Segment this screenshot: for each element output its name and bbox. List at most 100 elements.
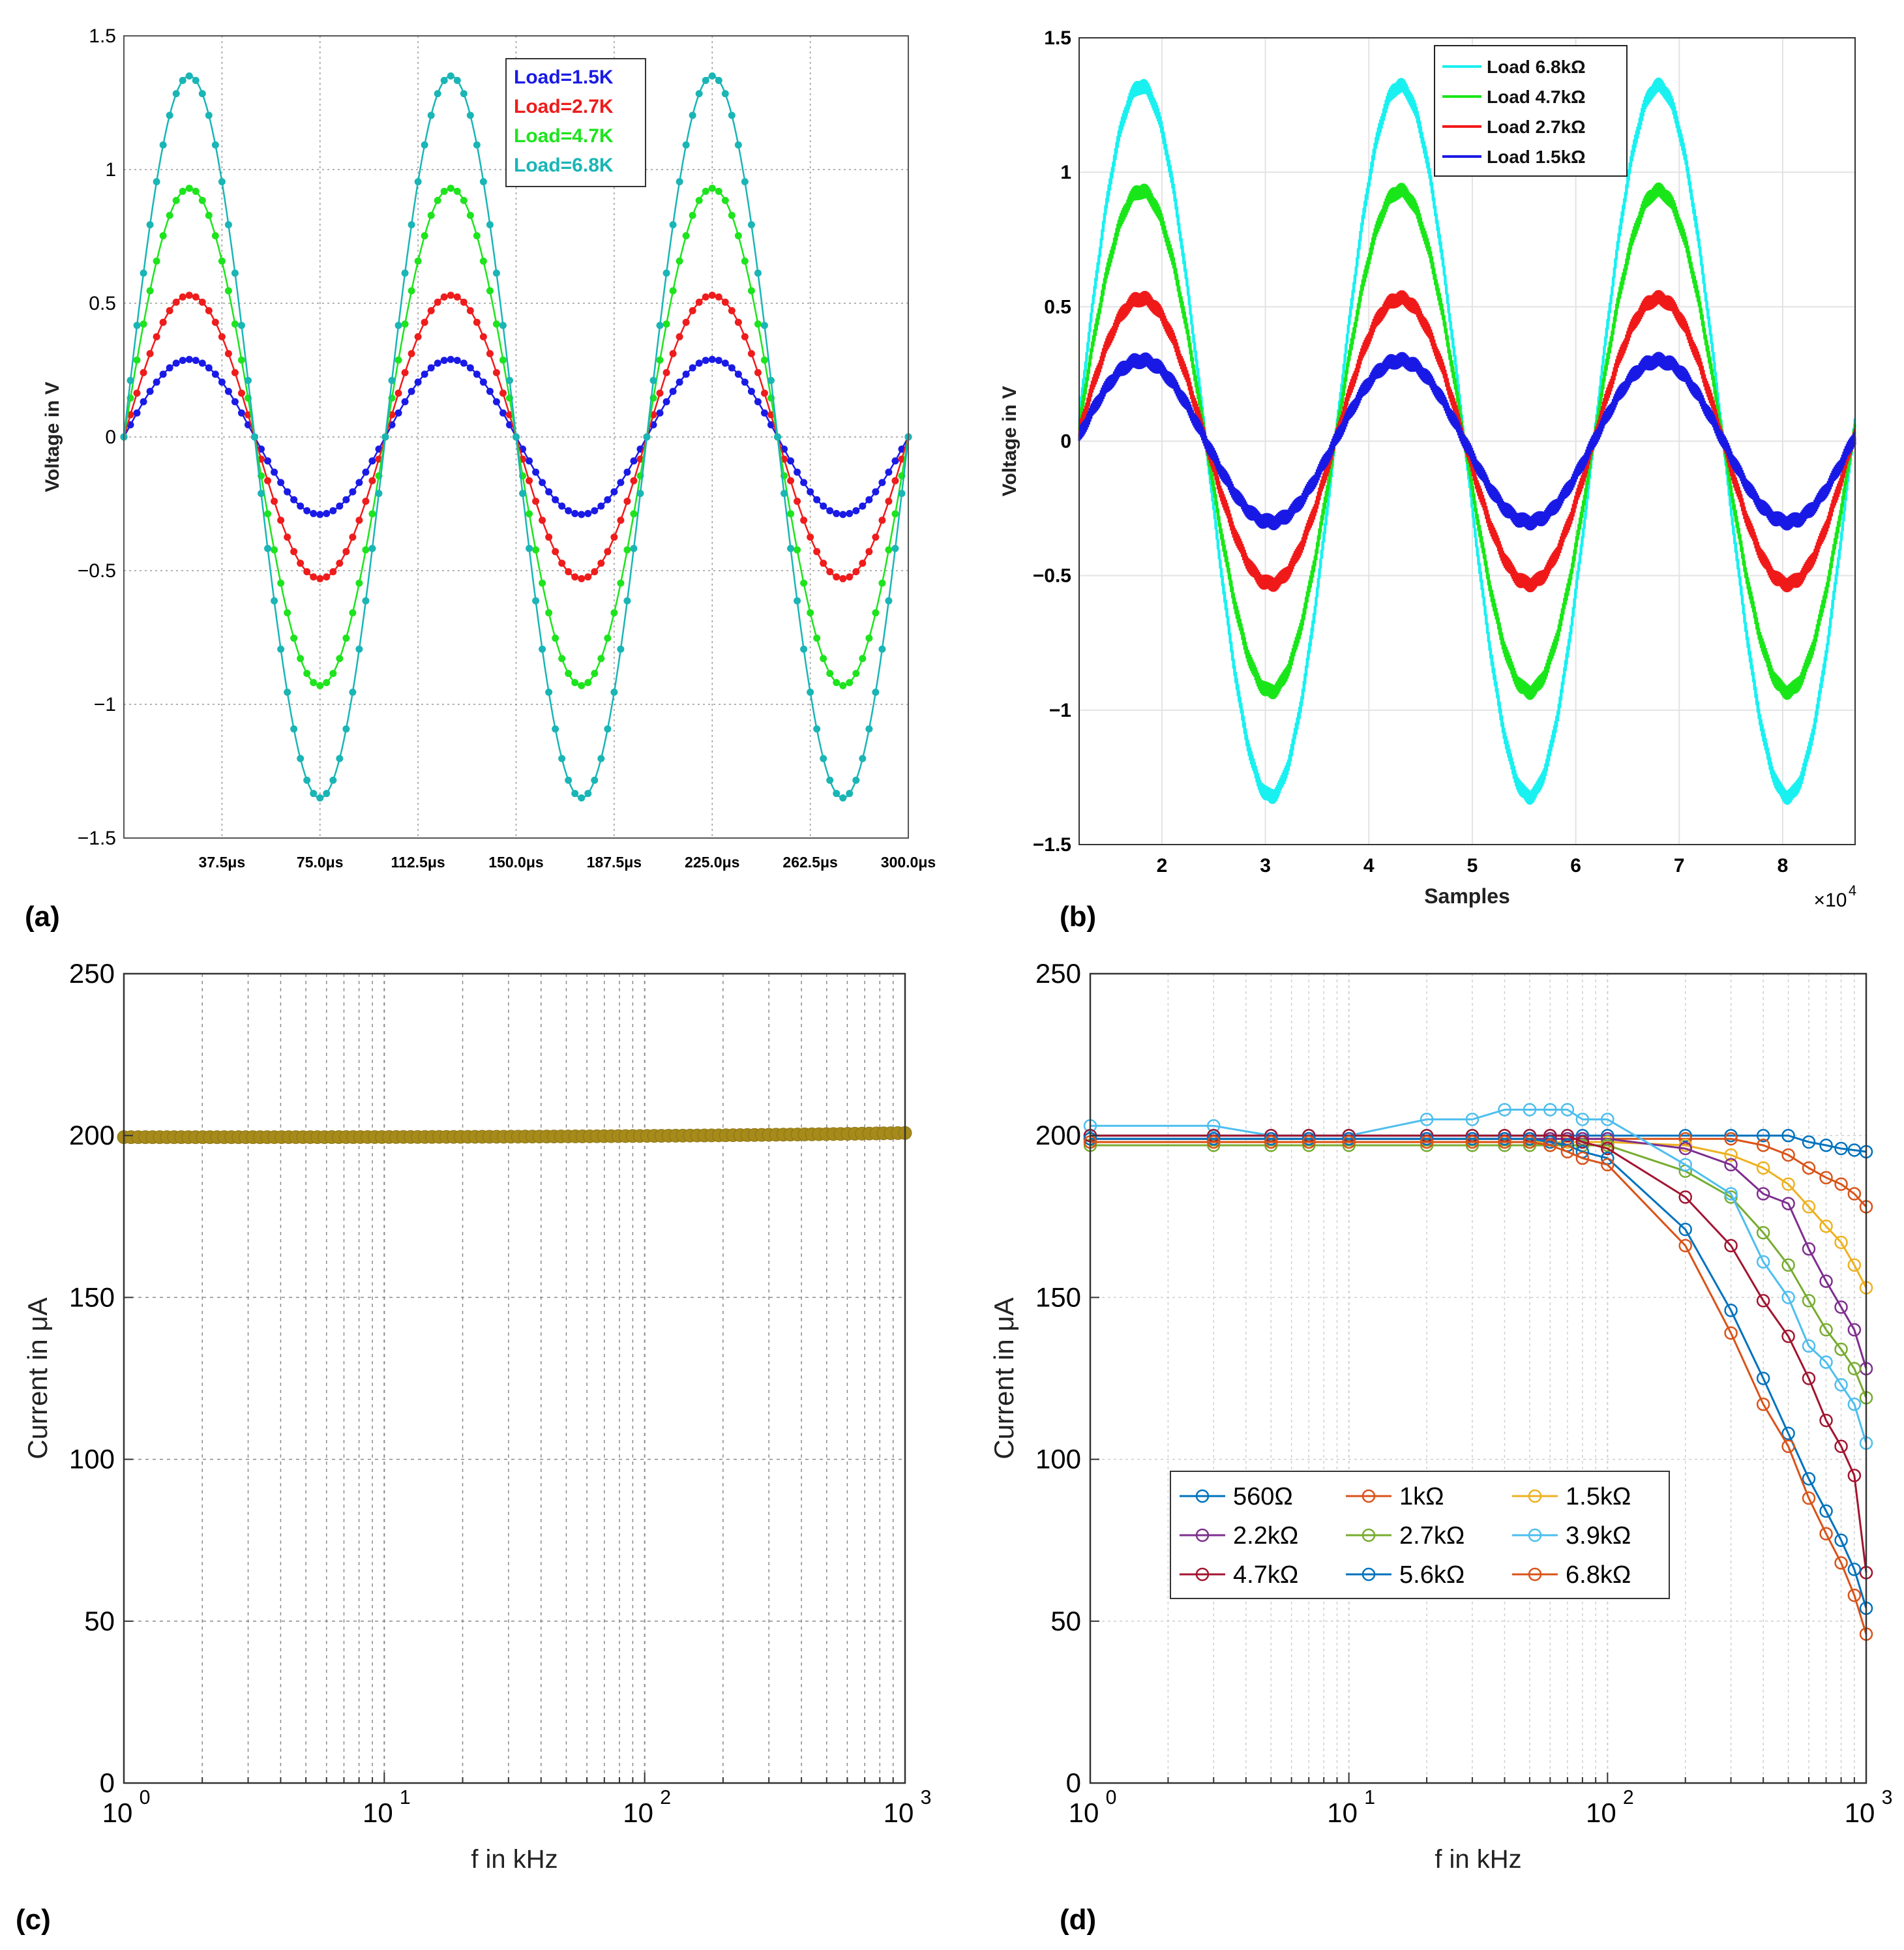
series-marker-a-2	[408, 287, 415, 295]
series-marker-a-0	[794, 468, 801, 476]
legend-marker-d-0	[1195, 1489, 1210, 1503]
series-marker-d-2	[1847, 1258, 1862, 1272]
series-marker-a-2	[211, 232, 219, 240]
series-marker-a-3	[414, 178, 422, 186]
series-marker-a-1	[532, 498, 540, 505]
series-marker-a-1	[394, 389, 402, 397]
series-marker-a-0	[408, 387, 415, 395]
series-marker-a-1	[401, 368, 409, 376]
series-marker-d-5	[1560, 1103, 1575, 1117]
series-marker-a-1	[414, 333, 422, 340]
series-marker-d-4	[1834, 1342, 1848, 1357]
series-marker-a-3	[421, 141, 428, 149]
x-axis-label-d: f in kHz	[1435, 1845, 1521, 1874]
series-marker-a-1	[702, 293, 709, 301]
series-marker-a-3	[781, 490, 788, 498]
series-marker-d-7	[1802, 1472, 1816, 1486]
series-marker-a-0	[401, 398, 409, 406]
series-marker-d-8	[1543, 1138, 1557, 1152]
series-marker-a-3	[617, 645, 625, 653]
series-marker-a-2	[578, 682, 586, 689]
series-marker-a-2	[610, 609, 618, 617]
series-marker-a-1	[453, 293, 461, 301]
series-marker-a-1	[662, 368, 670, 376]
y-tick-label-c: 200	[69, 1120, 115, 1150]
series-marker-d-6	[1756, 1294, 1770, 1308]
series-marker-a-0	[237, 409, 245, 417]
series-marker-a-3	[368, 545, 376, 552]
series-marker-a-3	[708, 72, 716, 80]
series-marker-a-3	[277, 645, 285, 653]
series-marker-d-5	[1678, 1158, 1692, 1172]
series-marker-d-8	[1465, 1135, 1480, 1149]
series-marker-a-2	[329, 670, 337, 678]
series-marker-a-2	[708, 185, 716, 192]
series-marker-a-1	[794, 498, 801, 505]
y-tick-label-b: −0.5	[1033, 565, 1071, 587]
series-marker-d-8	[1601, 1158, 1614, 1172]
y-tick-label-c: 150	[69, 1282, 115, 1312]
series-marker-a-0	[172, 359, 180, 367]
y-tick-label-b: −1	[1049, 700, 1071, 721]
series-marker-a-1	[689, 307, 696, 314]
series-marker-a-2	[859, 655, 867, 663]
series-marker-a-2	[368, 510, 376, 518]
series-marker-a-3	[290, 725, 298, 733]
series-marker-a-0	[865, 496, 873, 503]
series-marker-d-4	[1802, 1294, 1816, 1308]
series-marker-a-0	[329, 507, 337, 515]
series-marker-d-7	[1834, 1533, 1848, 1547]
series-marker-a-3	[859, 755, 867, 762]
series-marker-a-3	[258, 490, 265, 498]
series-marker-d-1	[1756, 1138, 1770, 1152]
series-marker-a-0	[708, 355, 716, 363]
series-marker-a-1	[656, 389, 664, 397]
series-marker-a-2	[179, 187, 186, 195]
series-marker-a-1	[368, 477, 376, 485]
series-marker-a-3	[610, 688, 618, 696]
series-marker-a-3	[146, 221, 154, 229]
series-marker-a-0	[878, 479, 886, 487]
x-tick-label-b: 4	[1363, 855, 1375, 877]
series-marker-a-0	[466, 364, 474, 372]
series-marker-a-2	[290, 634, 298, 642]
series-marker-a-0	[323, 509, 331, 517]
series-marker-a-1	[578, 575, 586, 582]
series-marker-a-3	[375, 490, 383, 498]
series-marker-a-2	[813, 634, 821, 642]
series-marker-a-3	[251, 433, 258, 441]
series-marker-a-3	[630, 545, 638, 552]
series-marker-a-0	[342, 496, 350, 503]
series-marker-d-3	[1819, 1274, 1833, 1288]
series-marker-a-3	[192, 76, 200, 84]
series-marker-a-0	[617, 479, 625, 487]
series-marker-d-7	[1420, 1132, 1434, 1146]
series-marker-a-0	[682, 370, 690, 378]
series-marker-d-3	[1756, 1187, 1770, 1201]
series-marker-d-8	[1819, 1527, 1833, 1541]
series-marker-d-8	[1847, 1588, 1862, 1602]
x-tick-label-a: 300.0μs	[881, 854, 936, 871]
series-marker-a-2	[310, 679, 318, 687]
x-tick-exp-c: 1	[400, 1787, 411, 1808]
series-marker-a-0	[754, 398, 762, 406]
series-marker-a-0	[532, 468, 540, 476]
y-tick-label-a: −0.5	[78, 560, 116, 582]
series-marker-a-0	[290, 496, 298, 503]
series-marker-a-2	[323, 679, 331, 687]
series-marker-a-1	[205, 307, 213, 314]
series-marker-a-1	[492, 368, 500, 376]
legend-entry-d-4: 2.7kΩ	[1399, 1522, 1465, 1550]
series-marker-a-2	[466, 211, 474, 219]
plot-frame-a	[123, 35, 909, 839]
series-marker-a-1	[584, 573, 592, 581]
series-marker-a-0	[741, 378, 749, 386]
series-marker-a-0	[872, 488, 880, 496]
series-marker-a-2	[447, 185, 454, 192]
series-marker-a-3	[224, 221, 232, 229]
series-marker-a-1	[218, 333, 226, 340]
series-marker-a-1	[447, 292, 454, 299]
series-marker-a-0	[179, 357, 186, 365]
series-marker-a-2	[271, 546, 278, 554]
